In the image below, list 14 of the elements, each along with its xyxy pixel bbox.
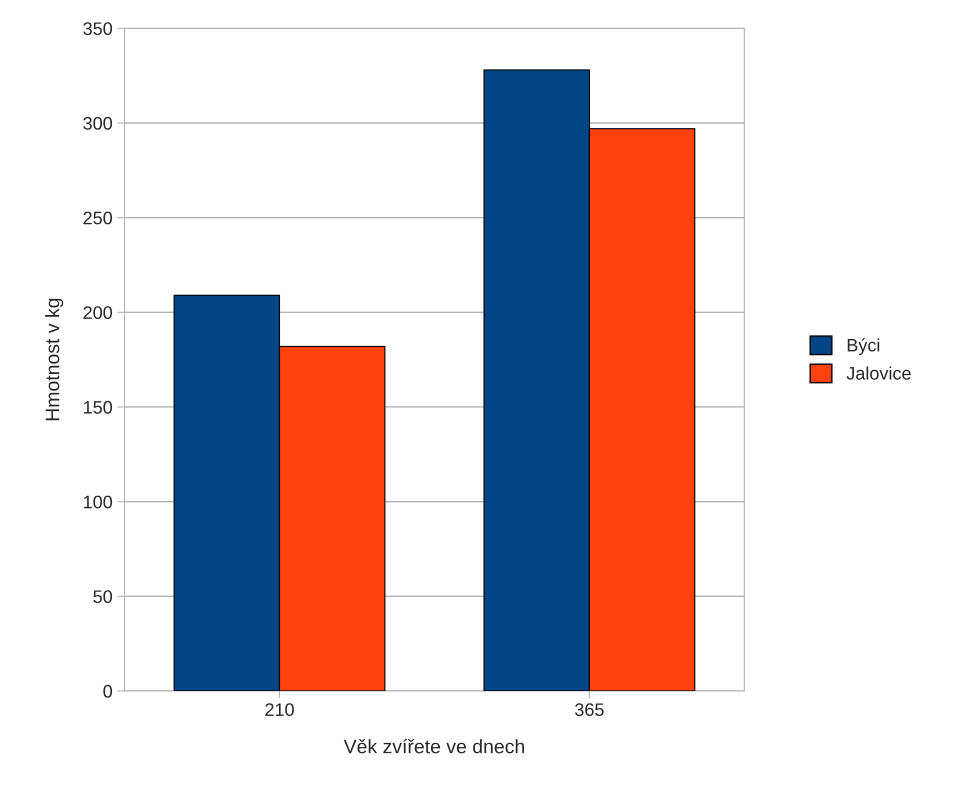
y-tick-label: 350 bbox=[83, 22, 112, 36]
y-tick-label: 0 bbox=[103, 684, 112, 698]
y-tick-label: 150 bbox=[84, 400, 112, 414]
y-tick-label: 300 bbox=[83, 116, 112, 130]
x-axis-title: Věk zvířete ve dnech bbox=[344, 738, 524, 754]
y-tick-label: 100 bbox=[84, 496, 112, 508]
y-tick-label: 200 bbox=[84, 306, 112, 320]
y-axis-title: Hmotnost v kg bbox=[45, 298, 64, 420]
legend-label: Jalovice bbox=[846, 366, 911, 380]
x-tick-label: 365 bbox=[575, 703, 604, 716]
y-tick-label: 250 bbox=[84, 212, 112, 224]
x-tick-label: 210 bbox=[265, 703, 294, 716]
legend-label: Býci bbox=[848, 338, 880, 356]
y-tick-label: 50 bbox=[93, 590, 112, 604]
